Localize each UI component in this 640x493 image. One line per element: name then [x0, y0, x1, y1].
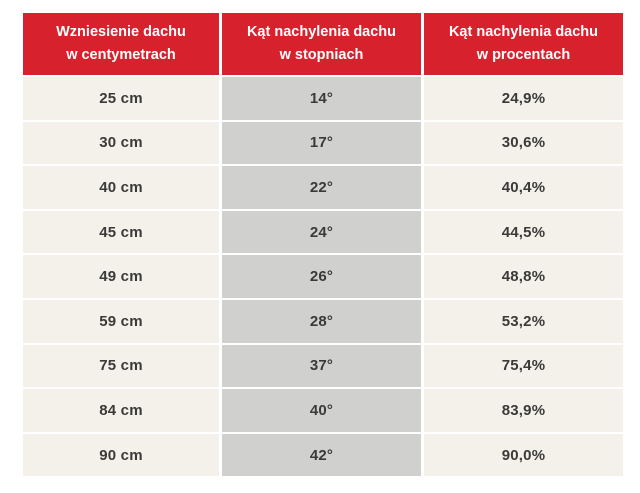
cell-elevation: 90 cm: [23, 433, 219, 477]
cell-percent: 24,9%: [424, 77, 623, 120]
cell-elevation: 84 cm: [23, 389, 219, 432]
cell-percent: 48,8%: [424, 255, 623, 298]
cell-degrees: 42°: [222, 433, 421, 477]
cell-elevation: 45 cm: [23, 210, 219, 254]
cell-percent: 90,0%: [424, 433, 623, 477]
cell-elevation: 49 cm: [23, 255, 219, 298]
cell-degrees: 24°: [222, 210, 421, 254]
header-line: w procentach: [476, 47, 571, 63]
cell-degrees: 17°: [222, 121, 421, 165]
cell-elevation: 25 cm: [23, 77, 219, 120]
cell-degrees: 37°: [222, 344, 421, 388]
cell-degrees: 14°: [222, 77, 421, 120]
cell-degrees: 28°: [222, 299, 421, 343]
header-line: Wzniesienie dachu: [56, 23, 186, 40]
cell-elevation: 30 cm: [23, 121, 219, 165]
header-line: Kąt nachylenia dachu: [448, 23, 599, 40]
cell-percent: 83,9%: [424, 389, 623, 432]
roof-pitch-table: Wzniesienie dachu w centymetrach Kąt nac…: [23, 13, 623, 477]
cell-percent: 75,4%: [424, 344, 623, 388]
cell-degrees: 26°: [222, 255, 421, 298]
cell-percent: 53,2%: [424, 299, 623, 343]
header-line: w centymetrach: [66, 47, 176, 63]
cell-percent: 30,6%: [424, 121, 623, 165]
column-header-angle-degrees: Kąt nachylenia dachu w stopniach: [222, 13, 421, 75]
cell-elevation: 40 cm: [23, 166, 219, 209]
cell-percent: 40,4%: [424, 166, 623, 209]
header-line: w stopniach: [279, 47, 364, 63]
cell-percent: 44,5%: [424, 210, 623, 254]
cell-degrees: 22°: [222, 166, 421, 209]
header-line: Kąt nachylenia dachu: [246, 23, 397, 40]
column-header-elevation-cm: Wzniesienie dachu w centymetrach: [23, 13, 219, 75]
cell-degrees: 40°: [222, 389, 421, 432]
cell-elevation: 59 cm: [23, 299, 219, 343]
cell-elevation: 75 cm: [23, 344, 219, 388]
column-header-angle-percent: Kąt nachylenia dachu w procentach: [424, 13, 623, 75]
